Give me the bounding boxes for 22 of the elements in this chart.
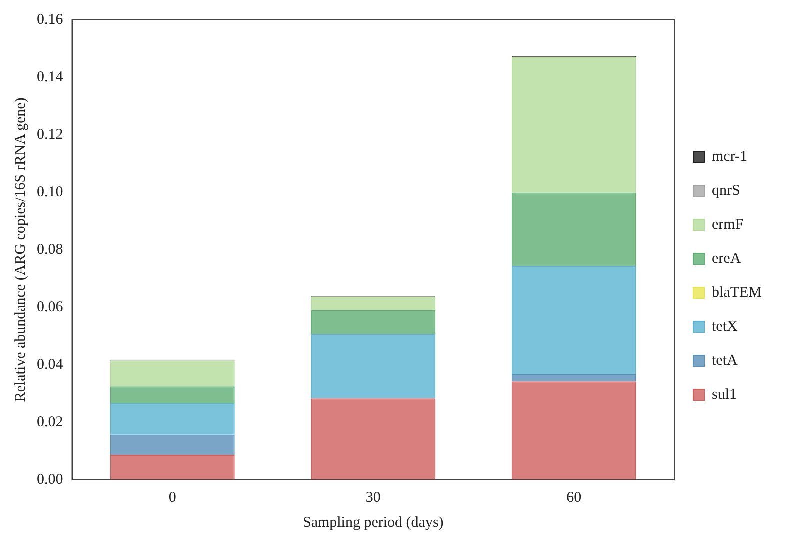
x-axis-title: Sampling period (days) [302,514,444,531]
x-tick-label: 60 [566,490,582,506]
legend-label: tetA [712,352,738,369]
y-tick-label: 0.12 [37,126,64,143]
y-tick-label: 0.10 [37,184,64,200]
y-tick-label: 0.02 [37,414,64,430]
y-tick-label: 0.16 [37,12,64,28]
y-tick-label: 0.14 [37,69,64,86]
legend-label: mcr-1 [712,148,748,165]
legend-label: tetX [712,318,738,335]
legend-label: sul1 [712,386,738,403]
x-tick-label: 0 [168,490,176,506]
x-tick-label: 30 [366,490,381,506]
legend-label: blaTEM [712,284,762,301]
y-tick-label: 0.08 [37,242,64,258]
y-tick-label: 0.00 [37,472,64,488]
legend-label: ermF [712,216,744,233]
y-tick-label: 0.04 [37,356,64,373]
legend-label: ereA [712,250,742,267]
y-tick-label: 0.06 [37,299,64,316]
y-axis-title: Relative abundance (ARG copies/16S rRNA gene) [12,98,29,402]
legend-label: qnrS [712,182,740,199]
